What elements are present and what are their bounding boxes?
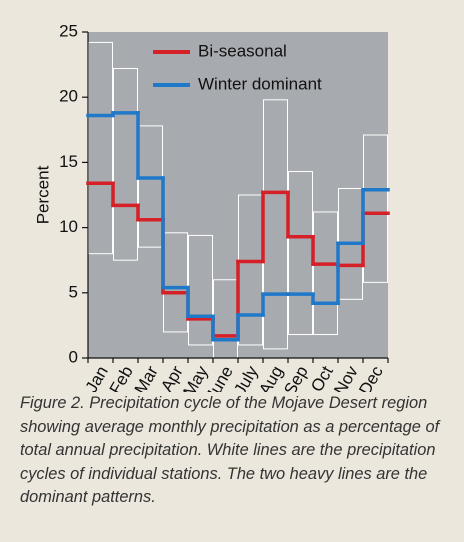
y-tick-label: 25: [59, 21, 78, 40]
legend-label: Winter dominant: [198, 74, 322, 93]
y-axis-label: Percent: [33, 165, 52, 224]
y-tick-label: 10: [59, 217, 78, 236]
y-tick-label: 15: [59, 152, 78, 171]
y-tick-label: 5: [69, 282, 78, 301]
chart: Percent 0510152025JanFebMarAprMayJuneJul…: [33, 21, 390, 392]
x-tick-label: Sep: [280, 363, 312, 392]
x-tick-label: Dec: [355, 362, 387, 392]
y-tick-label: 0: [69, 347, 78, 366]
legend-label: Bi-seasonal: [198, 41, 287, 60]
caption: Figure 2. Precipitation cycle of the Moj…: [20, 394, 440, 506]
y-tick-label: 20: [59, 87, 78, 106]
x-tick-label: Mar: [131, 362, 162, 392]
